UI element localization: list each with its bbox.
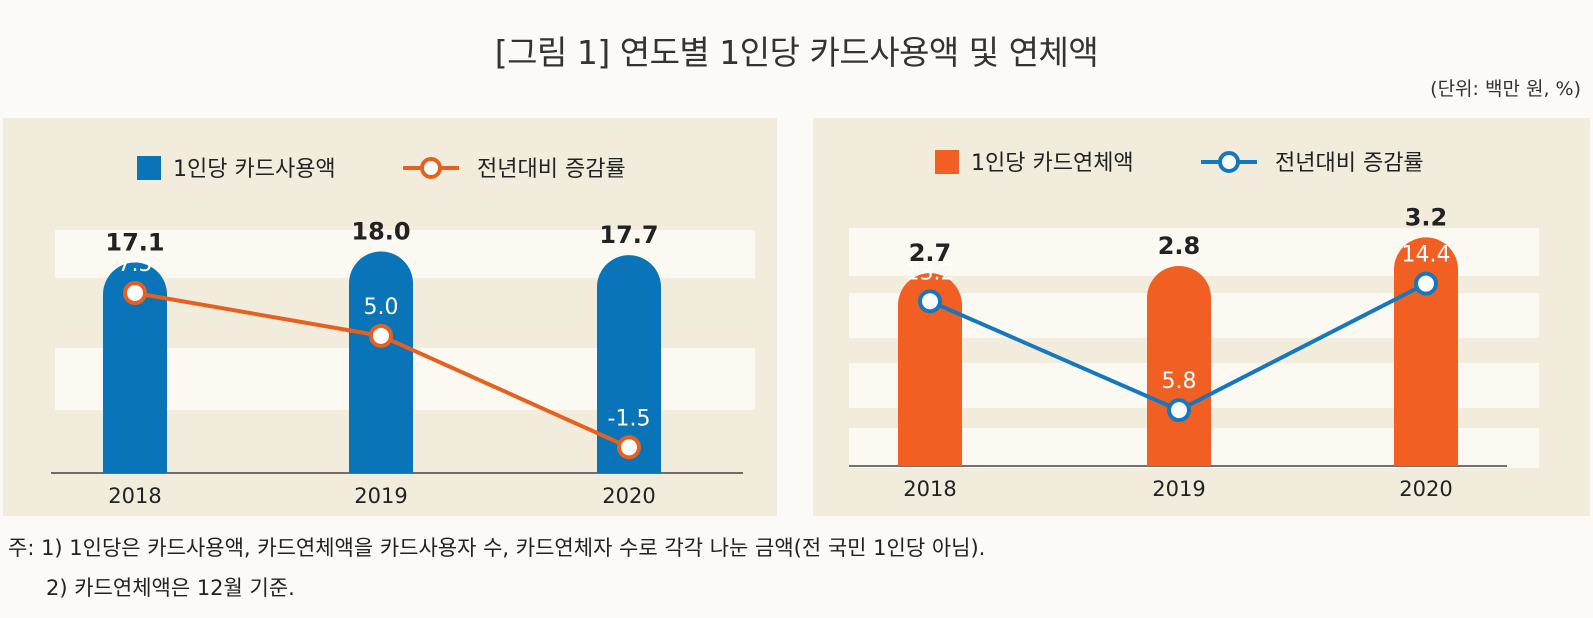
chart2-x-tick-2018: 2018 [903, 477, 956, 501]
chart2-rate-label-2020: 14.4 [1402, 243, 1451, 268]
chart1-rate-label-2019: 5.0 [364, 295, 399, 320]
chart2-bar-2020 [1394, 237, 1458, 466]
chart1-x-tick-2020: 2020 [602, 484, 655, 508]
footnote-2: 2) 카드연체액은 12월 기준. [46, 576, 295, 600]
card-overdue-panel: 1인당 카드연체액 전년대비 증감률 2.7 2018 2.8 2019 3.2 2020 13… [813, 118, 1590, 516]
chart1-bar-label-2018: 17.1 [105, 229, 164, 257]
chart1-rate-point-2020 [617, 435, 641, 460]
chart1-rate-label-2018: 7.5 [118, 252, 153, 277]
chart1-legend-line-label: 전년대비 증감률 [477, 157, 626, 182]
footnote-1: 주: 1) 1인당은 카드사용액, 카드연체액을 카드사용자 수, 카드연체자 … [8, 536, 986, 560]
chart1-x-tick-2019: 2019 [354, 484, 407, 508]
chart2-rate-point-2018 [918, 289, 942, 314]
chart2-bar-label-2018: 2.7 [909, 239, 952, 267]
card-usage-panel: 1인당 카드사용액 전년대비 증감률 17.1 2018 18.0 2019 17.7 202… [3, 118, 777, 516]
chart2-rate-label-2018: 13.2 [906, 260, 955, 285]
chart2-x-tick-2020: 2020 [1399, 477, 1452, 501]
chart1-legend-bar-swatch [137, 156, 161, 180]
chart2-legend-bar-swatch [935, 150, 959, 174]
chart1-bar-label-2019: 18.0 [351, 217, 410, 245]
chart2-bar-2019 [1147, 266, 1211, 466]
chart1-legend-line-marker [420, 157, 442, 179]
chart1-rate-point-2018 [123, 281, 147, 305]
chart1-bar-2020 [597, 255, 661, 473]
chart1-rate-label-2020: -1.5 [608, 406, 651, 431]
chart2-rate-point-2020 [1414, 271, 1438, 296]
chart1-bar-2019 [349, 251, 413, 473]
card-usage-chart: 1인당 카드사용액 전년대비 증감률 17.1 2018 18.0 2019 17.7 202… [51, 156, 755, 508]
footnotes: 주: 1) 1인당은 카드사용액, 카드연체액을 카드사용자 수, 카드연체자 … [8, 528, 985, 608]
chart1-bar-2018 [103, 262, 167, 473]
chart2-bar-2018 [898, 273, 962, 466]
chart2-legend-line-marker [1218, 151, 1240, 173]
chart2-legend-line-label: 전년대비 증감률 [1275, 151, 1424, 176]
chart1-rate-point-2019 [369, 323, 393, 348]
chart2-bar-label-2020: 3.2 [1405, 203, 1448, 231]
chart2-rate-point-2019 [1167, 398, 1191, 423]
chart2-x-tick-2019: 2019 [1152, 477, 1205, 501]
chart2-bar-label-2019: 2.8 [1158, 232, 1201, 260]
chart1-x-tick-2018: 2018 [108, 484, 161, 508]
card-overdue-chart: 1인당 카드연체액 전년대비 증감률 2.7 2018 2.8 2019 3.2 2020 13… [849, 150, 1539, 501]
unit-label: (단위: 백만 원, %) [1430, 78, 1581, 100]
chart-title: [그림 1] 연도별 1인당 카드사용액 및 연체액 [494, 33, 1099, 72]
chart2-rate-label-2019: 5.8 [1162, 369, 1197, 394]
chart2-legend-bar-label: 1인당 카드연체액 [971, 151, 1134, 176]
chart1-bar-label-2020: 17.7 [599, 221, 658, 249]
chart1-legend-bar-label: 1인당 카드사용액 [173, 157, 336, 182]
